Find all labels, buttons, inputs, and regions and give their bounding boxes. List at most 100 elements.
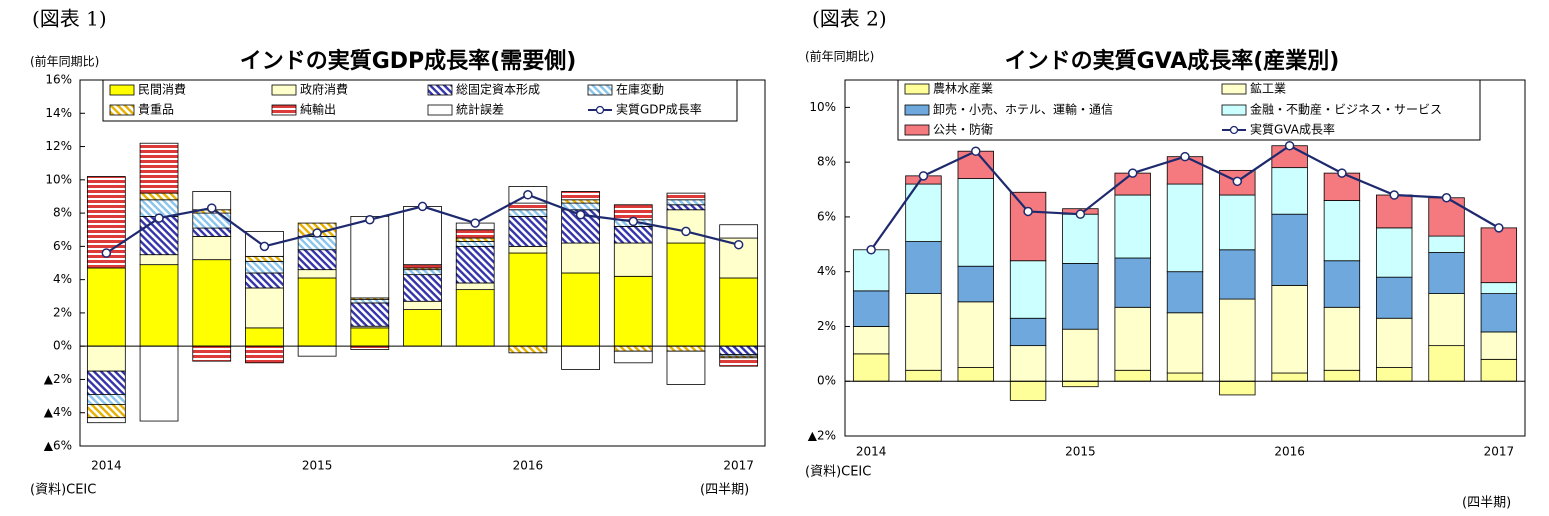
legend-label: 政府消費	[300, 82, 348, 97]
chart-title: インドの実質GVA成長率(産業別)	[1005, 48, 1340, 74]
bar-segment	[1271, 213, 1308, 286]
bar-segment	[192, 345, 232, 362]
bar-segment	[455, 282, 495, 291]
bar-segment	[613, 225, 653, 244]
line-marker	[1441, 193, 1452, 203]
bar-segment	[1428, 252, 1465, 294]
bar-segment	[561, 345, 600, 370]
line-marker	[866, 245, 876, 255]
bar-segment	[455, 240, 495, 247]
line-marker	[1494, 223, 1504, 233]
line-marker	[365, 214, 375, 225]
bar-segment	[1428, 235, 1465, 253]
line-marker	[1284, 140, 1295, 151]
bar-segment	[86, 404, 126, 419]
bar-segment	[455, 289, 495, 347]
bar-segment	[297, 235, 337, 251]
legend-label: 金融・不動産・ビジネス・サービス	[1250, 102, 1442, 117]
bar-segment	[666, 209, 706, 244]
y-tick-label: 10%	[809, 100, 836, 114]
bar-segment	[350, 327, 390, 347]
y-tick-label: 12%	[45, 139, 72, 153]
bar-segment	[403, 269, 442, 276]
bar-segment	[666, 204, 706, 211]
legend-label: 民間消費	[138, 82, 186, 97]
bar-segment	[245, 260, 284, 274]
legend-swatch	[109, 104, 135, 116]
legend-label: 農林水産業	[933, 81, 993, 96]
bar-segment	[852, 290, 890, 327]
bar-segment	[666, 350, 706, 385]
bar-segment	[245, 287, 284, 329]
y-tick-label: 10%	[45, 172, 72, 186]
legend-swatch	[1221, 104, 1247, 116]
bar-segment	[1166, 312, 1204, 374]
bar-segment	[561, 242, 600, 274]
line-marker	[681, 226, 691, 237]
y-tick-label: 8%	[817, 155, 836, 169]
legend-swatch	[587, 84, 613, 96]
bar-segment	[1480, 293, 1518, 333]
y-unit-label: (前年同期比)	[30, 54, 99, 69]
bar-segment	[403, 309, 442, 347]
bar-segment	[1376, 227, 1413, 278]
bar-segment	[1271, 284, 1308, 374]
bar-segment	[1480, 282, 1518, 294]
bar-segment	[455, 229, 495, 239]
bar-segment	[403, 274, 442, 302]
bar-segment	[403, 300, 442, 310]
bar-segment	[139, 264, 179, 347]
legend-swatch	[271, 84, 297, 96]
bar-segment	[1323, 260, 1361, 308]
bar-segment	[297, 269, 337, 279]
line-marker	[101, 248, 112, 258]
line-marker	[1389, 190, 1399, 200]
bar-segment	[1428, 345, 1465, 382]
bar-segment	[192, 212, 232, 229]
bar-segment	[1009, 260, 1047, 319]
bar-segment	[1009, 380, 1047, 401]
line-marker	[206, 203, 217, 213]
bar-segment	[508, 252, 548, 347]
bar-segment	[1114, 369, 1151, 382]
bar-segment	[508, 209, 548, 217]
bar-segment	[905, 293, 942, 371]
bar-segment	[613, 345, 653, 352]
legend-marker	[1229, 125, 1239, 135]
bar-segment	[1428, 293, 1465, 347]
source: (資料)CEIC	[30, 483, 96, 498]
figure-label: (図表 2)	[812, 7, 887, 31]
bar-segment	[666, 192, 706, 201]
bar-segment	[957, 367, 994, 382]
bar-segment	[719, 357, 759, 367]
bar-segment	[297, 249, 337, 271]
bar-segment	[852, 249, 890, 292]
line-marker	[470, 218, 480, 228]
legend-label: 純輸出	[300, 102, 336, 117]
bar-segment	[297, 277, 337, 347]
bar-segment	[1009, 191, 1047, 262]
legend-label: 実質GDP成長率	[616, 102, 702, 117]
bar-segment	[192, 259, 232, 347]
bar-segment	[297, 345, 337, 357]
bar-segment	[1114, 257, 1151, 308]
bar-segment	[666, 345, 706, 352]
line-marker	[1127, 168, 1138, 178]
bar-segment	[455, 237, 495, 242]
x-tick-label: 2017	[723, 459, 754, 473]
bar-segment	[350, 299, 390, 304]
bar-segment	[1219, 298, 1256, 382]
figure-label: (図表 1)	[32, 7, 107, 31]
bar-segment	[613, 275, 653, 347]
bar-segment	[1480, 227, 1518, 284]
bar-segment	[1062, 380, 1099, 388]
bar-segment	[245, 272, 284, 289]
line-marker	[312, 228, 322, 238]
y-tick-label: 6%	[817, 209, 836, 223]
bar-segment	[1166, 372, 1204, 382]
bar-segment	[1271, 167, 1308, 215]
bar-segment	[957, 301, 994, 368]
y-tick-label: 14%	[45, 106, 72, 120]
line-marker	[259, 241, 270, 252]
bar-segment	[719, 224, 759, 239]
